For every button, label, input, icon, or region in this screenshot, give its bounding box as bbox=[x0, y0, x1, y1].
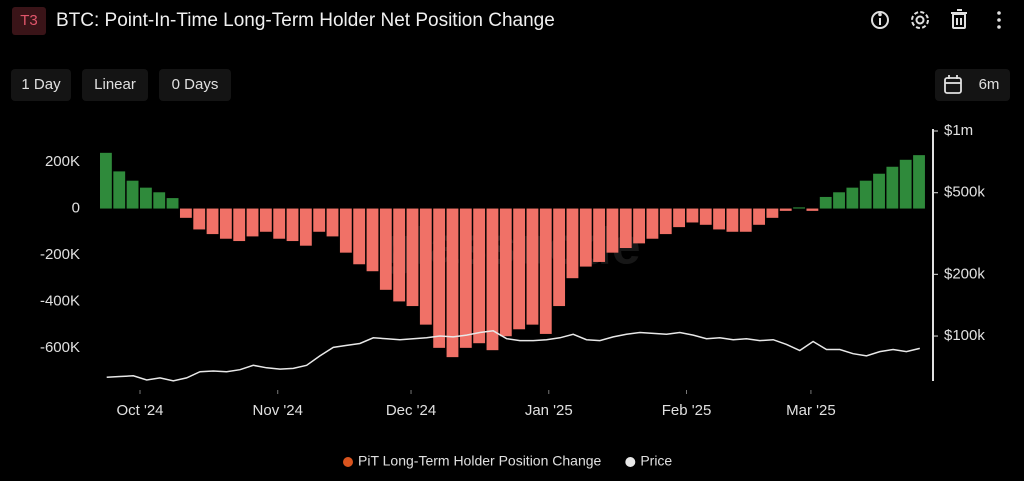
bar bbox=[393, 208, 406, 302]
price-line bbox=[106, 330, 920, 382]
bar bbox=[913, 155, 925, 209]
y-tick-label: -400K bbox=[40, 292, 80, 309]
badge-text: T3 bbox=[20, 12, 38, 29]
x-tick-label: Dec '24 bbox=[386, 402, 436, 419]
bar bbox=[659, 208, 672, 235]
bar bbox=[899, 159, 912, 209]
bar bbox=[753, 208, 765, 225]
bar bbox=[713, 208, 725, 230]
bar bbox=[686, 208, 699, 223]
bar bbox=[339, 208, 352, 253]
legend-swatch bbox=[625, 457, 636, 467]
y2-tick-label: $500k bbox=[944, 184, 985, 201]
y-tick-label: -600K bbox=[40, 339, 80, 356]
resolution-label: 1 Day bbox=[21, 76, 61, 93]
bar bbox=[593, 208, 606, 262]
bar bbox=[793, 207, 805, 209]
bar bbox=[633, 208, 646, 244]
y2-tick-label: $1m bbox=[944, 122, 973, 139]
menu-icon[interactable] bbox=[997, 11, 1001, 29]
resolution-button[interactable] bbox=[11, 69, 71, 101]
y2-tick-label: $200k bbox=[944, 265, 985, 282]
bar bbox=[326, 208, 339, 237]
badge bbox=[12, 7, 46, 35]
bar bbox=[646, 208, 659, 239]
smoothing-label: 0 Days bbox=[172, 76, 219, 93]
bar bbox=[766, 208, 779, 218]
bar bbox=[553, 208, 566, 307]
bar bbox=[886, 166, 899, 209]
delete-icon[interactable] bbox=[951, 9, 967, 29]
bar bbox=[113, 171, 126, 209]
bar bbox=[273, 208, 286, 239]
bar bbox=[779, 208, 792, 211]
info-icon[interactable] bbox=[871, 11, 889, 29]
bar bbox=[193, 208, 206, 230]
legend-label: Price bbox=[640, 453, 672, 469]
bar bbox=[313, 208, 326, 232]
chart-title: BTC: Point-In-Time Long-Term Holder Net … bbox=[56, 10, 555, 31]
bar bbox=[833, 192, 845, 209]
bar bbox=[566, 208, 579, 279]
bar bbox=[873, 173, 885, 209]
legend-swatch bbox=[343, 457, 353, 467]
x-tick-label: Feb '25 bbox=[662, 402, 712, 419]
bar bbox=[139, 187, 152, 209]
bar bbox=[499, 208, 512, 337]
smoothing-button[interactable] bbox=[159, 69, 231, 101]
bar bbox=[579, 208, 592, 267]
bar bbox=[539, 208, 552, 334]
bar bbox=[419, 208, 432, 325]
bar bbox=[473, 208, 486, 344]
bar bbox=[806, 208, 819, 211]
bar bbox=[246, 208, 259, 237]
bar bbox=[406, 208, 419, 307]
calendar-icon bbox=[944, 75, 962, 94]
bar bbox=[673, 208, 686, 228]
bar bbox=[206, 208, 219, 235]
bar bbox=[100, 152, 112, 209]
bar bbox=[126, 180, 139, 209]
y2-tick-label: $100k bbox=[944, 327, 985, 344]
bar bbox=[233, 208, 246, 242]
range-label: 6m bbox=[979, 76, 1000, 93]
x-tick-label: Mar '25 bbox=[786, 402, 836, 419]
bar bbox=[179, 208, 192, 218]
bar bbox=[526, 208, 539, 325]
x-tick-label: Nov '24 bbox=[253, 402, 303, 419]
bar bbox=[446, 208, 459, 358]
bar bbox=[726, 208, 739, 232]
bar bbox=[486, 208, 499, 351]
scale-button[interactable] bbox=[82, 69, 148, 101]
legend-label: PiT Long-Term Holder Position Change bbox=[358, 453, 602, 469]
bar bbox=[366, 208, 379, 272]
y-tick-label: 0 bbox=[72, 200, 80, 217]
bar bbox=[699, 208, 712, 225]
bar bbox=[859, 180, 872, 209]
bar bbox=[619, 208, 632, 249]
bar bbox=[846, 187, 859, 209]
bar bbox=[219, 208, 232, 239]
bar bbox=[819, 196, 832, 209]
scale-label: Linear bbox=[94, 76, 136, 93]
settings-icon[interactable] bbox=[911, 11, 929, 29]
bar bbox=[459, 208, 472, 348]
bar bbox=[286, 208, 299, 242]
bar bbox=[606, 208, 619, 253]
bar bbox=[299, 208, 312, 246]
y-tick-label: -200K bbox=[40, 246, 80, 263]
x-tick-label: Jan '25 bbox=[525, 402, 573, 419]
x-tick-label: Oct '24 bbox=[116, 402, 163, 419]
bar bbox=[739, 208, 752, 232]
bar bbox=[513, 208, 526, 330]
y-tick-label: 200K bbox=[45, 153, 80, 170]
bar bbox=[153, 192, 166, 209]
bar bbox=[433, 208, 446, 348]
bar bbox=[353, 208, 366, 265]
bar bbox=[259, 208, 272, 232]
bar bbox=[379, 208, 392, 290]
bar bbox=[166, 198, 179, 209]
